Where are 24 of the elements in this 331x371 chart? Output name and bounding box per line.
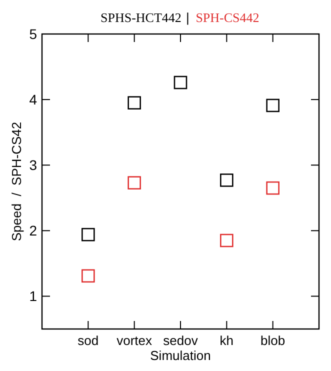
text: SPHS-HCT442 bbox=[100, 10, 182, 25]
point bbox=[266, 181, 280, 195]
x-tick-label: sedov bbox=[163, 333, 198, 348]
y-tick-label: 4 bbox=[29, 92, 38, 108]
point bbox=[266, 98, 280, 112]
point bbox=[174, 76, 188, 90]
point bbox=[82, 269, 95, 283]
x-tick-label: kh bbox=[220, 333, 234, 348]
y-tick-label: 1 bbox=[29, 288, 38, 304]
x-tick-label: vortex bbox=[116, 333, 153, 348]
point bbox=[220, 174, 234, 187]
y-tick-label: 5 bbox=[29, 26, 38, 42]
text: | bbox=[186, 10, 190, 25]
y-tick-label: 3 bbox=[29, 157, 38, 174]
y-tick-label: 2 bbox=[29, 222, 38, 239]
x-axis-title: Simulation bbox=[150, 348, 211, 363]
point bbox=[128, 96, 141, 110]
point bbox=[128, 176, 141, 190]
y-axis-title: Speed / SPH-CS42 bbox=[9, 122, 24, 242]
x-tick-label: blob bbox=[260, 333, 286, 348]
text: SPH-CS442 bbox=[196, 10, 260, 25]
x-tick-label: sod bbox=[78, 333, 99, 348]
point bbox=[82, 228, 95, 242]
point bbox=[220, 234, 234, 248]
